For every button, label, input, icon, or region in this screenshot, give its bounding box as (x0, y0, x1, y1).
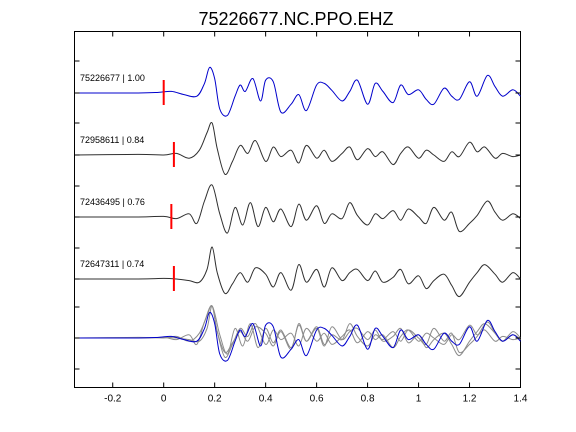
x-tick-label: 0.6 (310, 394, 324, 405)
trace-line-4 (74, 246, 521, 298)
trace-line-2 (74, 121, 521, 175)
overlay-trace-1 (74, 311, 521, 362)
trace-label-3: 72436495 | 0.76 (80, 197, 145, 207)
trace-labels: 75226677 | 1.00 72958611 | 0.84 72436495 |… (80, 73, 145, 269)
x-tick-label: 0.4 (259, 394, 273, 405)
x-tick-label: 1 (416, 394, 422, 405)
overlay-group (74, 304, 521, 362)
plot-frame (74, 31, 521, 388)
x-tick-label: 1.4 (514, 394, 528, 405)
trace-line-1 (74, 66, 521, 117)
x-tick-label: 0 (161, 394, 167, 405)
x-tick-label: 1.2 (463, 394, 477, 405)
x-tick-label: 0.8 (361, 394, 375, 405)
trace-label-4: 72647311 | 0.74 (80, 259, 144, 269)
x-tick-label: 0.2 (208, 394, 222, 405)
trace-label-2: 72958611 | 0.84 (80, 135, 144, 145)
y-tick-marks (74, 60, 521, 370)
trace-line-3 (74, 184, 521, 234)
x-tick-label: -0.2 (104, 394, 122, 405)
x-axis: -0.2 0 0.2 0.4 0.6 0.8 1 1.2 1.4 (104, 31, 528, 405)
trace-label-1: 75226677 | 1.00 (80, 73, 145, 83)
chart-title: 75226677.NC.PPO.EHZ (198, 9, 393, 29)
overlay-trace-4 (74, 305, 521, 357)
traces-group (74, 66, 521, 298)
pick-markers (162, 80, 175, 291)
